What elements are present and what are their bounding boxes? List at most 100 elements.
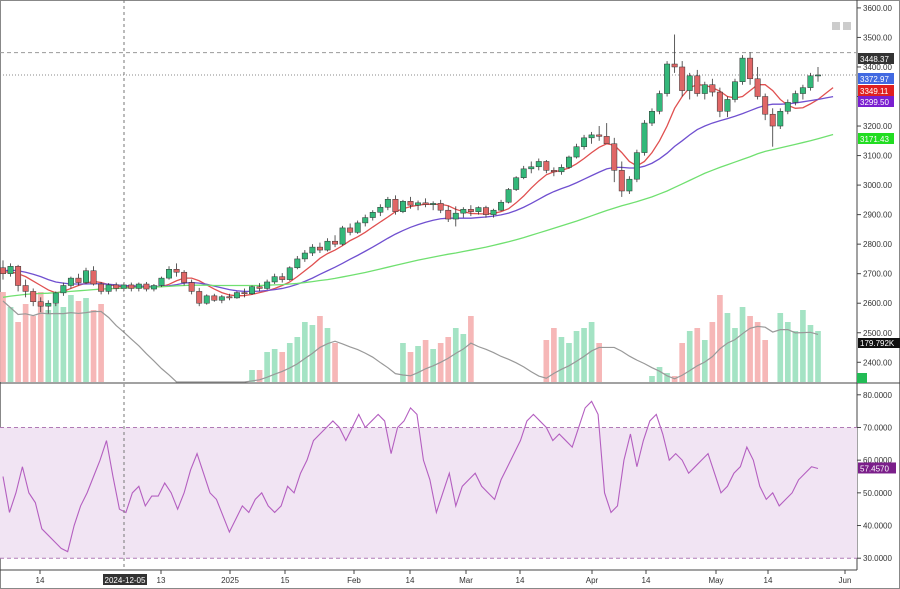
candle-body [37, 301, 44, 307]
volume-bar [468, 316, 474, 382]
price-badge [858, 73, 894, 84]
volume-bar [754, 322, 761, 382]
moving-averages [2, 84, 834, 298]
volume-bar [784, 322, 791, 382]
volume-bars [0, 292, 821, 383]
candle-body [241, 292, 248, 295]
volume-bar [694, 328, 701, 382]
volume-average-line [2, 300, 819, 383]
candle [399, 199, 406, 214]
volume-bar [317, 316, 323, 382]
candle-body [528, 166, 535, 170]
candle-body [452, 212, 459, 220]
price-badge-label: 3299.50 [860, 98, 889, 107]
candle [339, 225, 346, 246]
volume-bar [98, 304, 104, 382]
candle-body [384, 199, 391, 208]
candle [649, 108, 655, 127]
candle [528, 161, 535, 174]
candle [437, 199, 444, 214]
candle [664, 61, 671, 97]
candle-body [520, 168, 527, 178]
candle [558, 164, 565, 175]
price-badge-label: 3448.37 [860, 55, 889, 64]
candle [203, 294, 210, 305]
time-tick-label: 2025 [221, 576, 239, 585]
volume-bar [543, 340, 550, 382]
toolbar-icon-right[interactable] [843, 22, 851, 30]
volume-bar [724, 313, 731, 382]
toolbar-icon-left[interactable] [832, 22, 840, 30]
candle-body [716, 91, 723, 112]
candle [309, 244, 316, 256]
rsi-band [0, 427, 857, 559]
rsi-value-badge [858, 462, 896, 474]
volume-bar [800, 310, 806, 382]
volume-bar [717, 295, 723, 382]
candlesticks [0, 34, 821, 314]
candle [392, 195, 399, 215]
candle [641, 120, 648, 156]
moving-average-line [2, 84, 834, 297]
volume-bar [37, 292, 44, 382]
candle-body [498, 201, 505, 211]
candle [324, 238, 331, 252]
candle-body [332, 240, 339, 245]
rsi-tick-label: 30.0000 [863, 554, 892, 563]
candle-body [445, 209, 452, 220]
volume-bar [271, 349, 278, 382]
candle-body [67, 277, 74, 286]
candle-body [626, 178, 633, 192]
price-tick-label: 2500.00 [863, 329, 892, 338]
candle [316, 242, 323, 254]
price-tick-label: 2600.00 [863, 299, 892, 308]
candle-body [22, 285, 29, 292]
candle [128, 282, 135, 292]
candle-body [233, 292, 240, 299]
candle-body [596, 134, 603, 137]
candle-body [113, 284, 120, 289]
candle-body [649, 111, 655, 124]
candle [716, 87, 723, 118]
candle-body [158, 277, 165, 286]
candle-body [377, 206, 384, 213]
volume-bar [573, 331, 580, 382]
candle-body [294, 258, 301, 269]
candle [279, 273, 286, 283]
candle [679, 61, 686, 97]
volume-bar [656, 367, 663, 382]
candle [724, 96, 731, 118]
candle [701, 81, 708, 100]
volume-bar [581, 328, 587, 382]
volume-bar [60, 307, 67, 382]
candle [37, 297, 44, 313]
candle-body [709, 84, 716, 93]
price-badge-label: 3171.43 [860, 135, 889, 144]
volume-bar [264, 352, 270, 382]
candle [286, 266, 293, 281]
volume-bar [22, 304, 29, 382]
candle-body [566, 156, 572, 168]
price-tick-label: 2800.00 [863, 240, 892, 249]
candle-body [784, 102, 791, 112]
price-tick-label: 3600.00 [863, 4, 892, 13]
volume-bar [686, 331, 693, 382]
candle [611, 137, 618, 183]
volume-bar [0, 292, 6, 382]
volume-bar [701, 340, 708, 382]
candle-body [173, 269, 180, 273]
candle [15, 264, 22, 292]
candle [732, 78, 738, 103]
price-badge [858, 85, 894, 96]
time-tick-label: Feb [347, 576, 361, 585]
time-axis: 14 13 2025 15 Feb 14 Mar 14 Apr 14 May 14 Jun 2024-12… [36, 570, 851, 585]
candle [415, 200, 422, 211]
volume-bar [407, 352, 414, 382]
candle [7, 263, 14, 277]
candle-body [286, 267, 293, 280]
volume-bar [7, 307, 14, 382]
candle-body [588, 134, 595, 139]
candle [777, 108, 784, 129]
candle [332, 235, 339, 248]
